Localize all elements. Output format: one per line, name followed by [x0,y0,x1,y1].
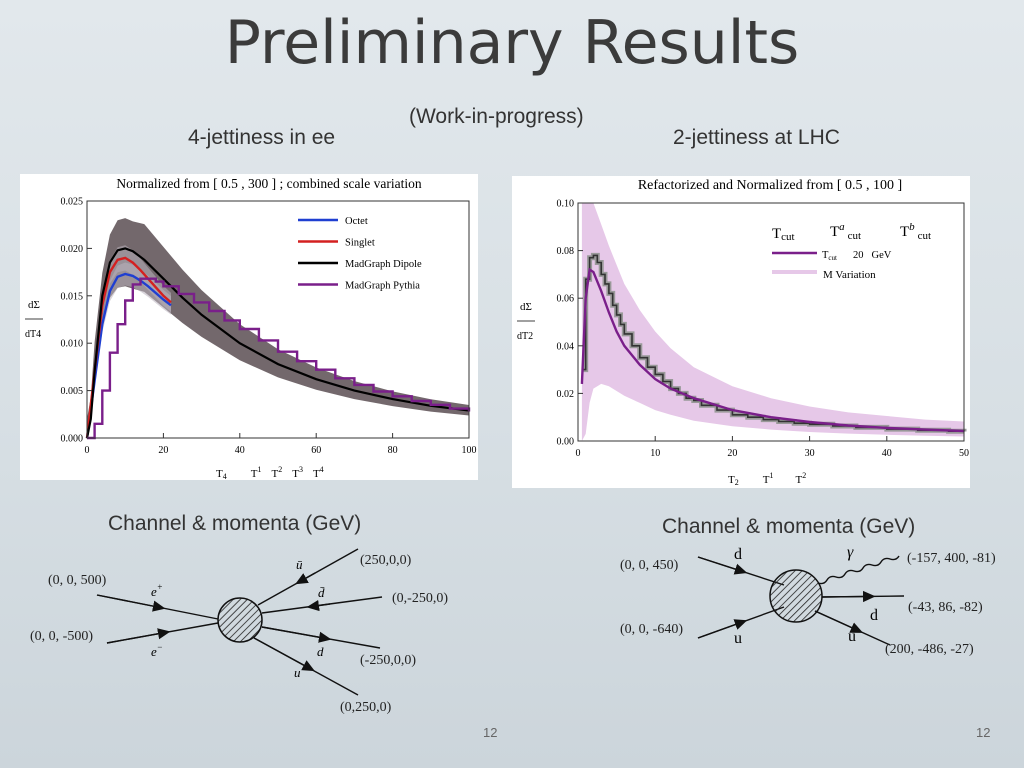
label-u-in: u [734,630,742,647]
right-ytick-label: 0.00 [557,437,575,448]
left-xtick-label: 20 [158,445,168,456]
left-heading: 4-jettiness in ee [188,126,336,149]
label-d: d [317,644,324,659]
right-ytick-label: 0.04 [557,341,575,352]
legend-label-tcut20: Tcut 20 GeV [822,250,892,262]
left-ytick-label: 0.015 [61,291,84,302]
right-ylabel-den: dT2 [517,331,533,342]
right-heading: 2-jettiness at LHC [673,126,840,149]
left-x-axis-label: T4 T1 T2 T3 T4 [216,465,324,480]
interaction-blob [769,569,823,623]
interaction-blob [217,597,263,643]
legend-header-tcut: Tcut [772,226,795,243]
channel-heading-left: Channel & momenta (GeV) [108,512,362,535]
right-ytick-label: 0.10 [557,199,575,210]
left-legend-label: Singlet [345,238,375,249]
right-x-axis-label: T2 T1 T2 [728,471,806,487]
right-m-variation-band [581,203,964,441]
slide-title: Preliminary Results [224,8,800,78]
left-ylabel-den: dT4 [25,329,41,340]
left-xtick-label: 100 [462,445,477,456]
momentum-u-in: (0, 0, -640) [620,622,683,637]
right-xtick-label: 10 [650,448,660,459]
momentum-e-minus: (0, 0, -500) [30,629,93,644]
right-xtick-label: 20 [727,448,737,459]
left-xtick-label: 40 [235,445,245,456]
left-ylabel-num: dΣ [28,299,40,311]
label-u-out: u [848,628,856,645]
momentum-d-out: (-43, 86, -82) [908,600,983,615]
right-ytick-label: 0.02 [557,389,575,400]
left-chart-title: Normalized from [ 0.5 , 300 ] ; combined… [116,176,421,191]
legend-header-tb: Tbcut [900,221,931,242]
left-ytick-label: 0.000 [61,434,84,445]
right-feynman-diagram: d u γ d u (0, 0, 450) (0, 0, -640) (-157… [620,544,996,657]
left-ytick-label: 0.025 [61,197,84,208]
right-xtick-label: 30 [805,448,815,459]
left-xtick-label: 80 [388,445,398,456]
right-xtick-label: 50 [959,448,969,459]
page-number-center: 12 [483,725,498,740]
right-xtick-label: 40 [882,448,892,459]
momentum-u-bar: (250,0,0) [360,553,412,568]
legend-header-ta: Tacut [830,221,861,242]
right-chart-title: Refactorized and Normalized from [ 0.5 ,… [638,178,902,193]
momentum-photon: (-157, 400, -81) [907,551,996,566]
left-feynman-diagram: e+ e− ū d̄ d u (0, 0, 500) (0, 0, -500) … [30,548,448,715]
label-u: u [294,665,301,680]
left-legend-label: MadGraph Dipole [345,259,422,270]
label-photon: γ [847,544,854,561]
momentum-d-bar: (0,-250,0) [392,591,448,606]
right-chart: Refactorized and Normalized from [ 0.5 ,… [512,176,970,488]
left-legend-label: Octet [345,216,368,227]
label-e-plus: e+ [151,582,163,599]
momentum-u: (0,250,0) [340,700,392,715]
left-diagram-lines [96,548,383,696]
left-scale-variation-band [87,218,469,438]
left-series-octet [85,272,172,439]
line-photon [817,555,900,585]
right-plot-frame [577,202,965,442]
label-e-minus: e− [151,642,163,659]
label-d-out: d [870,607,878,624]
left-ytick-label: 0.020 [61,244,84,255]
right-xtick-label: 0 [576,448,581,459]
momentum-d-in: (0, 0, 450) [620,558,679,573]
right-series-tcut20 [580,267,965,433]
left-chart: Normalized from [ 0.5 , 300 ] ; combined… [20,174,478,480]
left-legend-label: MadGraph Pythia [345,281,420,292]
work-in-progress-note: (Work-in-progress) [409,105,584,128]
left-xtick-label: 60 [311,445,321,456]
left-ytick-label: 0.010 [61,339,84,350]
channel-heading-right: Channel & momenta (GeV) [662,515,916,538]
right-ytick-label: 0.08 [557,246,575,257]
right-diagram-lines [697,555,905,646]
legend-label-m-variation: M Variation [823,269,876,281]
label-d-bar: d̄ [318,585,325,600]
momentum-d: (-250,0,0) [360,653,416,668]
right-ytick-label: 0.06 [557,294,575,305]
left-plot-frame [86,200,470,439]
right-ylabel-num: dΣ [520,301,532,313]
right-chart-legend: Tcut Tacut Tbcut Tcut 20 GeV M Variation [772,221,931,281]
momentum-u-out: (200, -486, -27) [885,642,974,657]
left-inner-band-0 [87,262,171,438]
label-d-in: d [734,546,742,563]
right-y-axis-label: dΣ dT2 [517,301,535,342]
left-y-axis-label: dΣ dT4 [25,299,43,340]
left-xtick-label: 0 [85,445,90,456]
left-series-madgraph-pythia [87,277,471,440]
label-u-bar: ū [296,557,303,572]
page-number-right: 12 [976,725,991,740]
left-chart-legend: Octet Singlet MadGraph Dipole MadGraph Pyth… [298,216,422,292]
momentum-e-plus: (0, 0, 500) [48,573,107,588]
left-ytick-label: 0.005 [61,386,84,397]
left-series-madgraph-dipole [85,247,470,439]
